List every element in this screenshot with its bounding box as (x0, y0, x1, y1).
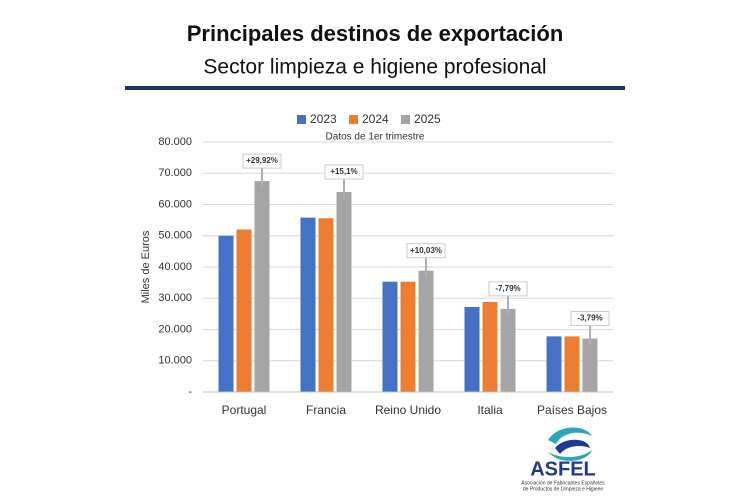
logo-tagline: Asociación de Fabricantes Españoles (521, 480, 605, 486)
chart-subtitle: Sector limpieza e higiene profesional (203, 56, 546, 79)
legend-label: 2023 (310, 112, 337, 126)
y-tick-label: 10.000 (158, 355, 192, 367)
logo: ASFEL Asociación de Fabricantes Españole… (521, 427, 605, 492)
annotation: +15,1% (330, 167, 357, 176)
annotation-box (488, 281, 528, 297)
legend-swatch (401, 115, 410, 124)
x-tick-label: Francia (306, 403, 346, 417)
annotation-box (242, 153, 282, 169)
legend-swatch (297, 115, 306, 124)
y-tick-label: 70.000 (158, 167, 192, 179)
y-tick-label: 20.000 (158, 323, 192, 335)
bar (564, 336, 580, 392)
y-tick-label: 80.000 (158, 136, 192, 148)
annotation: -3,79% (577, 314, 602, 323)
x-tick-label: Países Bajos (537, 403, 607, 417)
bar (336, 192, 352, 392)
bar (300, 217, 316, 392)
logo-name: ASFEL (530, 458, 596, 480)
annotation: +29,92% (246, 156, 278, 165)
annotation-box (570, 311, 610, 326)
bar (546, 336, 562, 392)
annotation-box (324, 164, 364, 180)
bar (218, 235, 234, 392)
chart-title: Principales destinos de exportación (187, 21, 564, 46)
bar (482, 302, 498, 392)
bar (254, 181, 270, 392)
bar (382, 281, 398, 392)
logo-swirl (548, 450, 592, 461)
bar (464, 307, 480, 392)
bar (400, 281, 416, 392)
chart-note: Datos de 1er trimestre (326, 132, 425, 143)
bar (582, 338, 598, 392)
x-tick-label: Italia (477, 403, 503, 417)
x-tick-label: Reino Unido (375, 403, 441, 417)
legend-label: 2025 (414, 112, 441, 126)
bar (236, 229, 252, 392)
logo-swirl (555, 439, 590, 454)
annotation-box (406, 243, 446, 259)
annotation: -7,79% (495, 284, 520, 293)
bar (418, 270, 434, 392)
logo-swirl (548, 427, 592, 444)
y-tick-label: - (188, 386, 192, 398)
y-tick-label: 60.000 (158, 198, 192, 210)
logo-tagline: de Productos de Limpieza e Higiene (523, 486, 604, 492)
x-tick-label: Portugal (222, 403, 267, 417)
y-tick-label: 30.000 (158, 292, 192, 304)
annotation: +10,03% (410, 246, 442, 255)
y-axis-label: Miles de Euros (140, 230, 152, 303)
legend-label: 2024 (362, 112, 389, 126)
bar (500, 308, 516, 392)
title-rule (125, 86, 625, 90)
legend-swatch (349, 115, 358, 124)
y-tick-label: 40.000 (158, 261, 192, 273)
bar (318, 218, 334, 392)
y-tick-label: 50.000 (158, 230, 192, 242)
